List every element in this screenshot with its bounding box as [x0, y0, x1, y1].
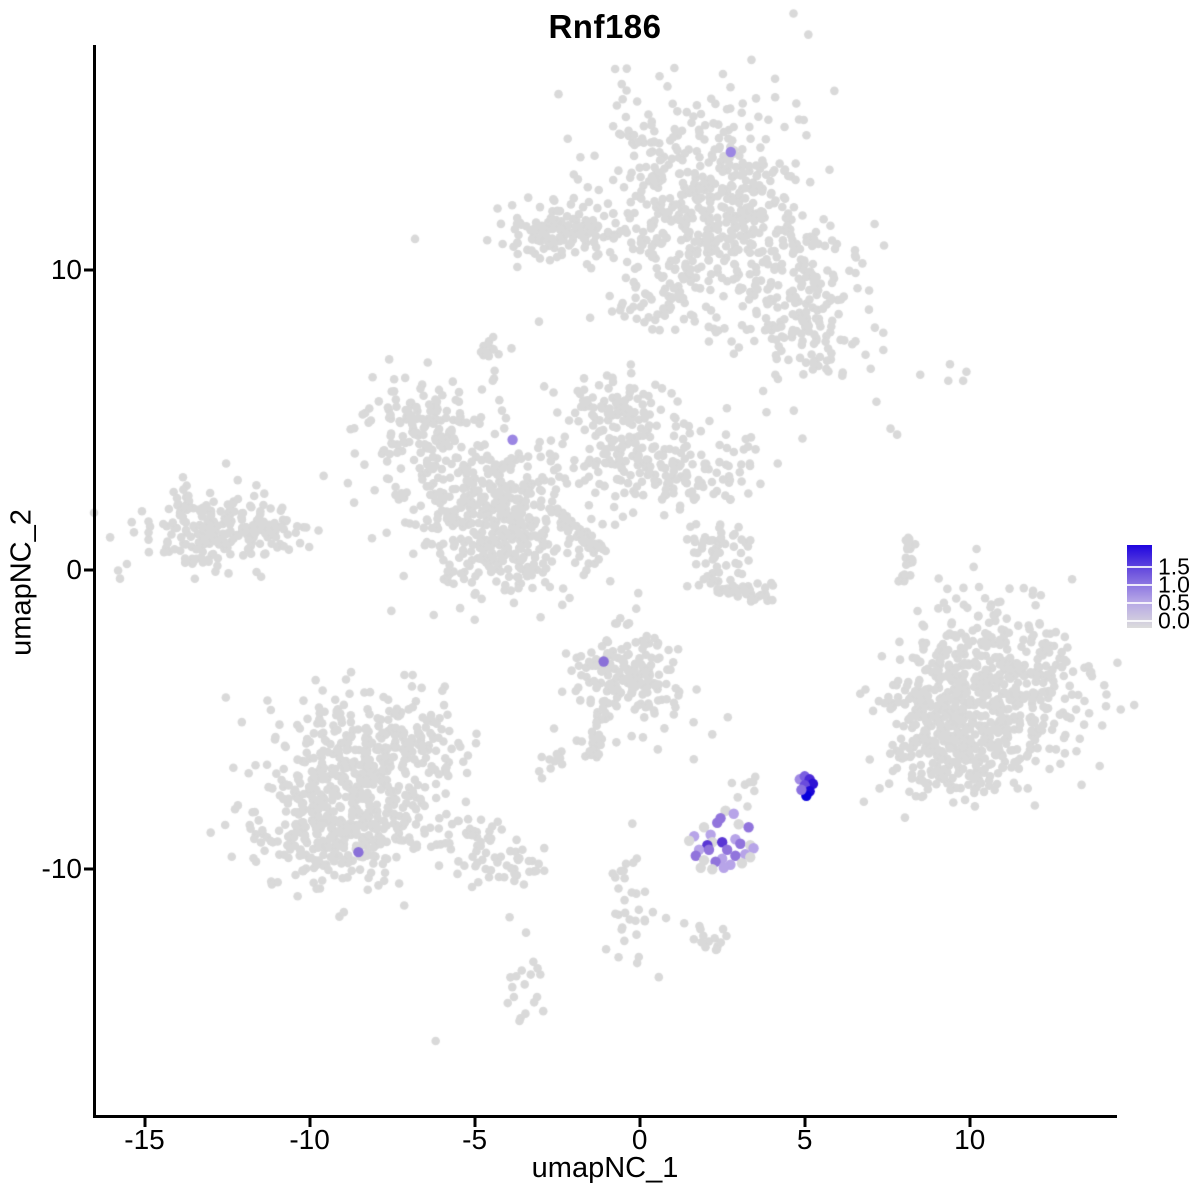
- colorbar-tick: [1127, 602, 1152, 604]
- x-tick-label: 0: [631, 1124, 648, 1155]
- x-tick-mark: [473, 1118, 477, 1127]
- x-tick-mark: [638, 1118, 642, 1127]
- colorbar-label-1.0: 1.0: [1158, 571, 1190, 598]
- x-tick-mark: [143, 1118, 146, 1127]
- x-axis-title: umapNC_1: [531, 1152, 679, 1184]
- y-tick-mark: [84, 867, 93, 871]
- x-tick-mark: [803, 1118, 807, 1127]
- x-tick-label: -5: [462, 1124, 488, 1155]
- y-tick-label: 0: [66, 553, 82, 585]
- colorbar-label-1.5: 1.5: [1158, 553, 1190, 580]
- colorbar-label-0.5: 0.5: [1158, 589, 1190, 616]
- x-tick-label: 5: [796, 1124, 813, 1155]
- colorbar-tick: [1127, 584, 1152, 586]
- x-tick-label: -10: [289, 1124, 330, 1155]
- y-axis-line: [93, 45, 96, 1118]
- x-tick-label: -15: [124, 1124, 165, 1155]
- x-axis-line: [93, 1115, 1117, 1118]
- colorbar-tick: [1127, 566, 1152, 568]
- x-tick-label: 10: [954, 1124, 986, 1155]
- y-tick-mark: [84, 568, 93, 571]
- colorbar-label-0.0: 0.0: [1158, 607, 1190, 634]
- y-axis-title: umapNC_2: [5, 509, 38, 656]
- colorbar-tick: [1127, 620, 1152, 622]
- y-tick-label: -10: [41, 853, 82, 885]
- colorbar-gradient: [1127, 545, 1152, 628]
- x-tick-mark: [308, 1118, 312, 1127]
- y-tick-label: 10: [50, 253, 82, 285]
- y-tick-mark: [84, 268, 93, 272]
- x-tick-mark: [968, 1118, 972, 1127]
